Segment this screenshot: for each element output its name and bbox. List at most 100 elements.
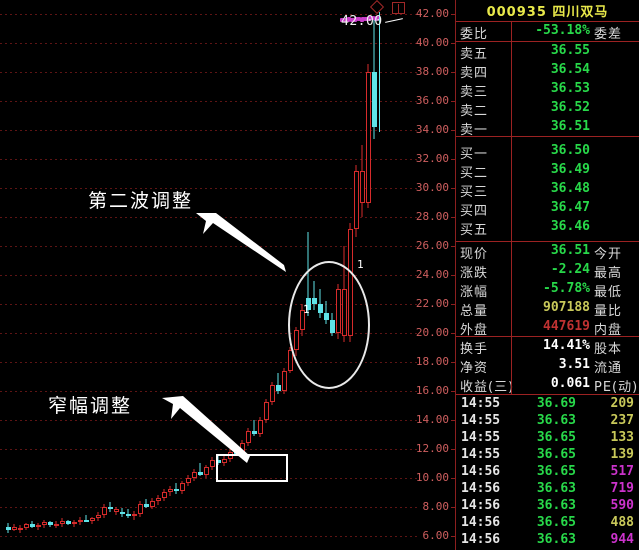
candle-body — [71, 522, 77, 525]
candle-wick — [277, 373, 279, 394]
stat-row: 涨跌 -2.24 最高 — [456, 261, 639, 281]
tick-price: 36.65 — [536, 515, 576, 530]
candlestick — [179, 480, 185, 494]
axis-tick — [451, 14, 456, 15]
stat-row: 外盘 447619 内盘 — [456, 318, 639, 338]
weibi-label: 委比 — [460, 27, 489, 42]
axis-tick-label: 30.00 — [415, 181, 449, 194]
candle-body — [29, 523, 35, 527]
axis-tick — [451, 420, 456, 421]
tick-volume: 209 — [610, 396, 634, 411]
tick-row[interactable]: 14:56 36.63 719 — [456, 481, 639, 498]
buy-order-label: 买二 — [460, 166, 489, 181]
buy-order-price: 36.48 — [550, 181, 590, 196]
axis-tick — [451, 43, 456, 44]
axis-tick — [451, 333, 456, 334]
tick-time: 14:56 — [461, 498, 501, 513]
tick-volume: 590 — [610, 498, 634, 513]
stat2-value: 14.41% — [543, 338, 590, 353]
candle-body — [131, 513, 137, 516]
tick-row[interactable]: 14:55 36.69 209 — [456, 396, 639, 413]
sell-order-price: 36.55 — [550, 43, 590, 58]
gridline — [0, 304, 420, 305]
tick-row[interactable]: 14:55 36.65 139 — [456, 447, 639, 464]
tick-time: 14:56 — [461, 532, 501, 547]
candle-body — [203, 467, 209, 475]
buy-order-row[interactable]: 买四 36.47 — [456, 199, 639, 219]
candlestick — [251, 419, 257, 436]
buy-order-label: 买三 — [460, 185, 489, 200]
candle-body — [191, 471, 197, 478]
candlestick — [113, 506, 119, 516]
tick-price: 36.63 — [536, 498, 576, 513]
tick-volume: 719 — [610, 481, 634, 496]
sell-order-price: 36.52 — [550, 100, 590, 115]
sell-order-row[interactable]: 卖三 36.53 — [456, 80, 639, 100]
candlestick — [65, 519, 71, 526]
stat-label-right: 内盘 — [594, 323, 623, 338]
tick-row[interactable]: 14:56 36.65 488 — [456, 515, 639, 532]
sell-order-row[interactable]: 卖五 36.55 — [456, 42, 639, 62]
stat-value: -5.78% — [543, 281, 590, 296]
axis-tick-label: 8.00 — [422, 500, 450, 513]
tick-price: 36.69 — [536, 396, 576, 411]
candlestick — [203, 464, 209, 478]
candlestick — [197, 463, 203, 477]
gridline — [0, 130, 420, 131]
candlestick — [101, 503, 107, 519]
candle-wick — [253, 419, 255, 436]
buy-order-row[interactable]: 买五 36.46 — [456, 218, 639, 238]
buy-order-row[interactable]: 买二 36.49 — [456, 161, 639, 181]
stat2-label-right: 流通 — [594, 361, 623, 376]
stat2-label: 收益(三) — [460, 380, 515, 395]
candle-body — [161, 492, 167, 498]
axis-tick — [451, 536, 456, 537]
gridline — [0, 43, 420, 44]
stat2-label: 换手 — [460, 342, 489, 357]
weibi-value: -53.18% — [535, 23, 590, 38]
gridline — [0, 275, 420, 276]
tick-row[interactable]: 14:56 36.63 590 — [456, 498, 639, 515]
weibi-row: 委比 -53.18% 委差 — [456, 22, 639, 42]
axis-tick — [451, 478, 456, 479]
annotation-second-wave: 第二波调整 — [88, 190, 194, 212]
buy-order-row[interactable]: 买三 36.48 — [456, 180, 639, 200]
axis-tick — [451, 391, 456, 392]
gridline — [0, 478, 420, 479]
candlestick — [47, 521, 53, 527]
candlestick — [5, 522, 11, 533]
axis-tick — [451, 304, 456, 305]
candle-wick — [175, 483, 177, 494]
axis-tick — [451, 217, 456, 218]
tick-volume: 133 — [610, 430, 634, 445]
axis-tick-label: 42.00 — [415, 7, 449, 20]
stat-label: 涨幅 — [460, 285, 489, 300]
stat-value: 36.51 — [550, 243, 590, 258]
sell-order-row[interactable]: 卖一 36.51 — [456, 118, 639, 138]
stock-title: 000935 四川双马 — [486, 5, 609, 20]
kline-chart-pane[interactable]: 42.00 1 1 第二波调整 窄幅调整 — [0, 0, 420, 550]
sell-order-row[interactable]: 卖四 36.54 — [456, 61, 639, 81]
candlestick — [41, 519, 47, 529]
tick-row[interactable]: 14:55 36.65 133 — [456, 430, 639, 447]
second-wave-highlight-ellipse — [288, 261, 370, 389]
divider-book — [456, 136, 639, 137]
stat2-value: 3.51 — [558, 357, 590, 372]
buy-order-row[interactable]: 买一 36.50 — [456, 142, 639, 162]
candle-body — [113, 509, 119, 513]
moving-average-dot — [350, 18, 354, 22]
stat-value: -2.24 — [550, 262, 590, 277]
tick-row[interactable]: 14:55 36.63 237 — [456, 413, 639, 430]
moving-average-dot — [353, 18, 357, 22]
tick-row[interactable]: 14:56 36.65 517 — [456, 464, 639, 481]
sell-order-row[interactable]: 卖二 36.52 — [456, 99, 639, 119]
buy-order-label: 买五 — [460, 223, 489, 238]
candlestick — [131, 510, 137, 520]
candle-body — [125, 513, 131, 516]
moving-average-dot — [371, 16, 375, 20]
tick-row[interactable]: 14:56 36.63 944 — [456, 532, 639, 549]
tick-tape-table[interactable]: 14:55 36.69 209 14:55 36.63 237 14:55 36.65 133 1… — [456, 396, 639, 550]
candlestick — [161, 489, 167, 501]
candlestick — [71, 519, 77, 527]
axis-tick-label: 24.00 — [415, 268, 449, 281]
